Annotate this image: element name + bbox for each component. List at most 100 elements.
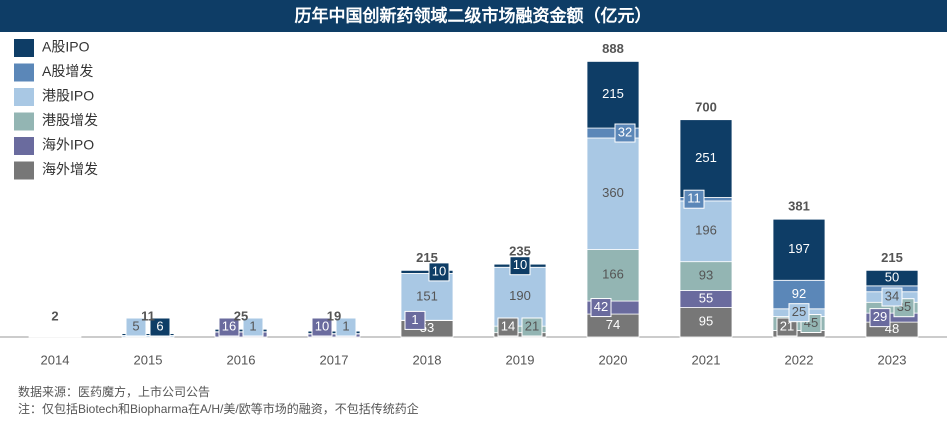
- value-label: 11: [687, 191, 701, 206]
- legend-label: 海外IPO: [42, 137, 94, 153]
- total-label: 19: [327, 308, 341, 323]
- x-tick-label: 2023: [878, 352, 907, 367]
- value-label-box: [404, 310, 426, 330]
- bar-segment: [28, 335, 82, 338]
- legend-label: 港股IPO: [42, 88, 94, 104]
- value-label-box: [521, 317, 543, 337]
- title-banner: [0, 0, 947, 32]
- value-label-box: [881, 287, 903, 307]
- x-tick-label: 2021: [692, 352, 721, 367]
- legend-label: 港股增发: [42, 112, 98, 128]
- bar-segment: [214, 328, 268, 333]
- value-label: 92: [792, 286, 806, 301]
- bar-segment: [679, 307, 733, 338]
- x-tick-label: 2014: [41, 352, 70, 367]
- value-label: 14: [501, 318, 515, 333]
- x-tick-label: 2020: [599, 352, 628, 367]
- note: 数据来源：医药魔方，上市公司公告: [18, 384, 210, 399]
- value-label: 21: [780, 318, 794, 333]
- total-label: 888: [602, 41, 624, 56]
- note: 注：仅包括Biotech和Biopharma在A/H/美/欧等市场的融资，不包括…: [18, 401, 419, 416]
- chart-title: 历年中国创新药领域二级市场融资金额（亿元）: [295, 5, 652, 25]
- value-label-box: [869, 308, 891, 328]
- value-label: 215: [602, 86, 624, 101]
- value-label: 34: [885, 288, 899, 303]
- value-label: 25: [792, 304, 806, 319]
- value-label: 5: [132, 318, 139, 333]
- legend-swatch: [14, 137, 34, 155]
- x-tick-label: 2015: [134, 352, 163, 367]
- total-label: 235: [509, 244, 531, 259]
- total-label: 11: [141, 308, 155, 323]
- value-label: 196: [695, 223, 717, 238]
- value-label: 93: [699, 268, 713, 283]
- bar-segment: [679, 200, 733, 263]
- value-label-box: [218, 317, 240, 337]
- value-label: 1: [249, 318, 256, 333]
- bar-segment: [400, 269, 454, 274]
- value-label: 10: [432, 263, 446, 278]
- value-label: 190: [509, 288, 531, 303]
- value-label-box: [335, 317, 357, 337]
- bar-segment: [586, 61, 640, 129]
- legend-swatch: [14, 63, 34, 82]
- value-label-box: [509, 256, 531, 276]
- value-label: 197: [788, 241, 810, 256]
- value-label: 21: [525, 318, 539, 333]
- value-label: 10: [315, 318, 329, 333]
- bar-segment: [121, 333, 175, 336]
- value-label: 95: [699, 314, 713, 329]
- x-tick-label: 2018: [413, 352, 442, 367]
- total-label: 25: [234, 308, 248, 323]
- value-label: 360: [602, 185, 624, 200]
- legend-label: 海外增发: [42, 161, 98, 177]
- x-tick-label: 2017: [320, 352, 349, 367]
- value-label-box: [788, 303, 810, 323]
- value-label: 32: [618, 124, 632, 139]
- legend-swatch: [14, 112, 34, 131]
- value-label-box: [497, 317, 519, 337]
- total-label: 215: [881, 250, 903, 265]
- value-label: 55: [699, 290, 713, 305]
- total-label: 700: [695, 99, 717, 114]
- bar-segment: [586, 249, 640, 302]
- legend-label: A股IPO: [42, 39, 90, 55]
- total-label: 215: [416, 250, 438, 265]
- legend-swatch: [14, 39, 34, 57]
- bar-segment: [679, 119, 733, 198]
- total-label: 2: [51, 308, 58, 323]
- value-label-box: [149, 317, 171, 337]
- x-tick-label: 2016: [227, 352, 256, 367]
- value-label-box: [428, 262, 450, 282]
- value-label-box: [776, 317, 798, 337]
- value-label: 151: [416, 288, 438, 303]
- value-label-box: [590, 298, 612, 318]
- bar-segment: [865, 269, 919, 287]
- value-label: 74: [606, 317, 620, 332]
- value-label: 50: [885, 270, 899, 285]
- bar-segment: [679, 261, 733, 291]
- legend-swatch: [14, 88, 34, 106]
- value-label: 6: [156, 318, 163, 333]
- legend-swatch: [14, 161, 34, 180]
- value-label: 1: [411, 312, 418, 327]
- total-label: 381: [788, 198, 810, 213]
- value-label: 10: [513, 257, 527, 272]
- value-label: 29: [873, 309, 887, 324]
- value-label-box: [683, 189, 705, 209]
- value-label: 1: [342, 318, 349, 333]
- value-label-box: [311, 317, 333, 337]
- value-label-box: [242, 317, 264, 337]
- legend-label: A股增发: [42, 63, 93, 79]
- value-label: 166: [602, 267, 624, 282]
- bar-segment: [772, 218, 826, 281]
- bar-segment: [307, 330, 361, 334]
- x-tick-label: 2022: [785, 352, 814, 367]
- x-tick-label: 2019: [506, 352, 535, 367]
- value-label: 251: [695, 150, 717, 165]
- value-label: 42: [594, 299, 608, 314]
- bar-segment: [586, 137, 640, 250]
- value-label-box: [614, 123, 636, 143]
- value-label-box: [125, 317, 147, 337]
